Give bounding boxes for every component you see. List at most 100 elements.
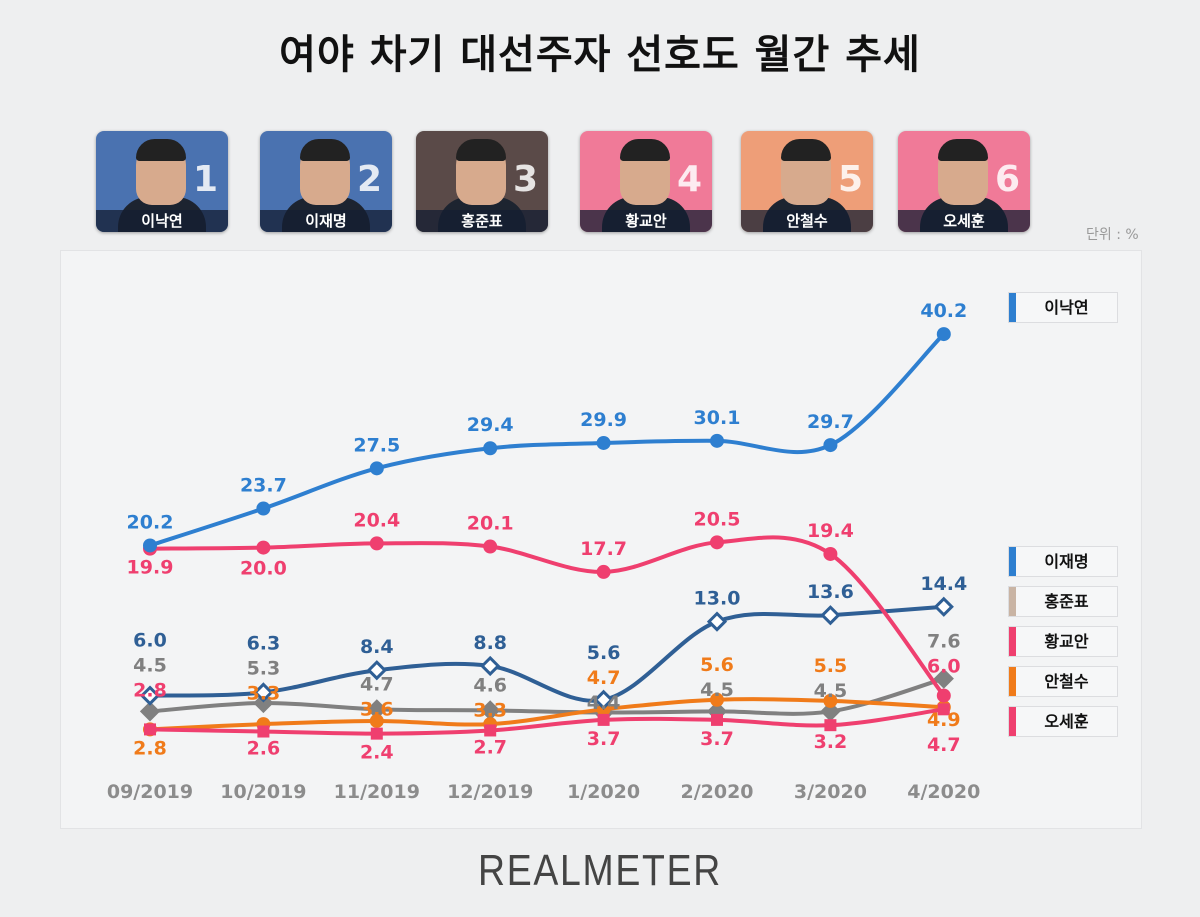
candidate-hair bbox=[456, 139, 506, 161]
x-tick-label: 4/2020 bbox=[907, 781, 980, 803]
legend-label: 안철수 bbox=[1044, 672, 1089, 691]
candidate-name: 황교안 bbox=[580, 210, 712, 232]
data-point bbox=[706, 611, 728, 632]
legend-swatch bbox=[1009, 667, 1016, 696]
data-label: 2.8 bbox=[133, 680, 167, 702]
data-label: 6.3 bbox=[247, 632, 281, 654]
data-label: 5.6 bbox=[587, 642, 621, 664]
data-label: 4.7 bbox=[587, 667, 621, 689]
data-point bbox=[820, 605, 841, 626]
candidate-name: 안철수 bbox=[741, 210, 873, 232]
data-label: 19.4 bbox=[807, 520, 854, 542]
data-label: 20.1 bbox=[467, 513, 514, 535]
data-label: 3.7 bbox=[587, 728, 621, 750]
data-point bbox=[710, 433, 724, 448]
data-point bbox=[823, 438, 838, 453]
data-point bbox=[253, 692, 274, 714]
data-label: 20.0 bbox=[240, 558, 287, 580]
data-point bbox=[933, 596, 954, 617]
data-label: 4.4 bbox=[587, 692, 621, 714]
candidate-name: 오세훈 bbox=[898, 210, 1030, 232]
data-point bbox=[253, 682, 274, 703]
data-label: 4.9 bbox=[927, 709, 961, 731]
chart-title: 여야 차기 대선주자 선호도 월간 추세 bbox=[279, 32, 921, 78]
series-line-안철수 bbox=[149, 697, 944, 732]
series-line-홍준표 bbox=[149, 676, 945, 716]
legend-item: 홍준표 bbox=[1008, 586, 1118, 617]
legend-item: 오세훈 bbox=[1008, 706, 1118, 737]
series-line-오세훈 bbox=[149, 707, 945, 736]
data-label: 8.8 bbox=[473, 632, 507, 654]
candidate-card: 1 이낙연 bbox=[96, 131, 228, 232]
data-point bbox=[256, 540, 271, 555]
data-label: 5.5 bbox=[814, 655, 848, 677]
legend-swatch bbox=[1009, 627, 1016, 656]
candidate-name: 홍준표 bbox=[416, 210, 548, 232]
x-tick-label: 09/2019 bbox=[107, 781, 193, 803]
candidate-rank: 5 bbox=[837, 159, 863, 200]
data-point bbox=[596, 564, 611, 579]
data-label: 2.7 bbox=[473, 736, 507, 758]
data-label: 2.8 bbox=[133, 737, 167, 759]
data-point bbox=[597, 713, 610, 726]
data-label: 17.7 bbox=[580, 538, 627, 560]
legend-label: 오세훈 bbox=[1044, 712, 1089, 731]
data-label: 29.7 bbox=[807, 411, 854, 433]
data-label: 3.3 bbox=[247, 682, 281, 704]
series-line-이낙연 bbox=[149, 332, 946, 548]
data-label: 5.3 bbox=[247, 657, 281, 679]
data-label: 2.6 bbox=[247, 738, 281, 760]
data-point bbox=[936, 688, 951, 703]
data-point bbox=[593, 689, 614, 710]
candidate-rank: 6 bbox=[994, 159, 1020, 200]
data-point bbox=[366, 660, 387, 681]
data-point bbox=[823, 546, 838, 561]
data-label: 5.6 bbox=[700, 654, 734, 676]
data-label: 3.7 bbox=[700, 728, 734, 750]
candidate-rank: 4 bbox=[676, 159, 702, 200]
data-point bbox=[143, 538, 157, 553]
data-point bbox=[257, 725, 270, 738]
x-tick-label: 12/2019 bbox=[447, 781, 533, 803]
data-label: 6.0 bbox=[133, 630, 167, 652]
data-label: 4.5 bbox=[133, 655, 167, 677]
data-point bbox=[144, 723, 156, 736]
candidate-hair bbox=[300, 139, 350, 161]
data-label: 23.7 bbox=[240, 474, 287, 496]
data-label: 2.4 bbox=[360, 742, 394, 764]
legend-swatch bbox=[1009, 293, 1016, 322]
candidate-hair bbox=[620, 139, 670, 161]
candidate-rank: 1 bbox=[192, 159, 218, 200]
candidate-card: 4 황교안 bbox=[580, 131, 712, 232]
candidate-hair bbox=[136, 139, 186, 161]
legend-item: 안철수 bbox=[1008, 666, 1118, 697]
data-label: 7.6 bbox=[927, 631, 961, 653]
data-label: 20.5 bbox=[694, 508, 741, 530]
data-label: 8.4 bbox=[360, 636, 394, 658]
x-tick-label: 11/2019 bbox=[334, 781, 420, 803]
data-point bbox=[824, 719, 837, 732]
data-label: 29.4 bbox=[467, 414, 514, 436]
data-point bbox=[711, 713, 723, 726]
data-point bbox=[484, 724, 497, 737]
candidate-name: 이낙연 bbox=[96, 210, 228, 232]
candidate-card: 2 이재명 bbox=[260, 131, 392, 232]
data-label: 6.0 bbox=[927, 656, 961, 678]
candidate-rank: 2 bbox=[356, 159, 382, 200]
data-label: 40.2 bbox=[920, 300, 967, 322]
legend-item: 황교안 bbox=[1008, 626, 1118, 657]
legend-label: 이재명 bbox=[1044, 552, 1089, 571]
legend-label: 황교안 bbox=[1044, 632, 1089, 651]
candidate-card: 5 안철수 bbox=[741, 131, 873, 232]
legend-item: 이낙연 bbox=[1008, 292, 1118, 323]
x-tick-label: 2/2020 bbox=[680, 781, 753, 803]
x-tick-label: 10/2019 bbox=[220, 781, 306, 803]
data-label: 3.6 bbox=[360, 698, 394, 720]
data-point bbox=[256, 501, 271, 516]
data-point bbox=[139, 701, 161, 722]
candidate-hair bbox=[781, 139, 831, 161]
candidate-card: 3 홍준표 bbox=[416, 131, 548, 232]
data-label: 3.2 bbox=[814, 731, 848, 753]
data-point bbox=[369, 536, 384, 551]
legend-swatch bbox=[1009, 587, 1016, 616]
